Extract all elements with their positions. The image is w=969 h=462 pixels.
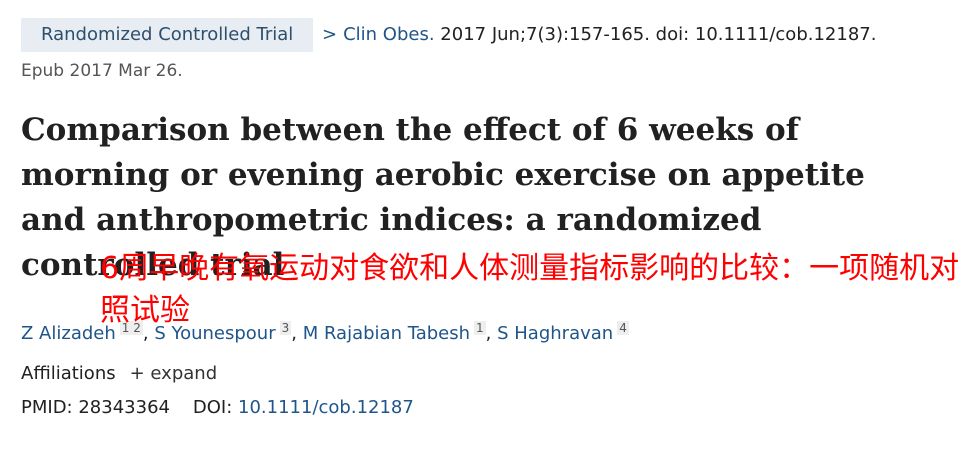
separator: , (485, 323, 498, 344)
badge[interactable]: Randomized Controlled Trial (21, 18, 314, 52)
affiliations: Affiliations + expand (21, 360, 217, 388)
identifiers: PMID: 28343364 DOI: 10.1111/cob.12187 (21, 394, 414, 422)
author-affiliation[interactable]: 3 (279, 321, 292, 335)
pmid: 28343364 (78, 397, 170, 418)
author-link[interactable]: Z Alizadeh (21, 323, 116, 344)
separator: , (142, 323, 155, 344)
author-link[interactable]: M Rajabian Tabesh (302, 323, 471, 344)
pmid-label: PMID: (21, 397, 73, 418)
author-affiliation[interactable]: 1 (474, 321, 486, 335)
authors: Z Alizadeh 1 2, S Younespour 3, M Rajabian… (21, 314, 629, 348)
affiliations-label: Affiliations (21, 363, 116, 384)
chevron: > (322, 24, 338, 45)
expand-text[interactable]: expand (150, 363, 218, 384)
author-affiliation[interactable]: 4 (617, 321, 629, 335)
author-link[interactable]: S Younespour (154, 323, 276, 344)
citation: > Clin Obes. 2017 Jun;7(3):157-165. doi: … (322, 18, 876, 52)
translation: 6周早晚有氧运动对食欲和人体测量指标影响的比较：一项随机对照试验 (100, 251, 960, 328)
expand-toggle[interactable]: + expand (129, 363, 218, 384)
separator: , (291, 323, 303, 344)
epub-date: Epub 2017 Mar 26. (21, 61, 183, 81)
article-title: Comparison between the effect of 6 weeks… (21, 112, 865, 283)
author-affiliation[interactable]: 1 2 (119, 321, 143, 335)
journal-link[interactable]: Clin Obes. (343, 24, 435, 45)
citation-details: 2017 Jun;7(3):157-165. doi: 10.1111/cob.… (440, 24, 877, 45)
doi-label: DOI: (192, 397, 233, 418)
doi-link[interactable]: 10.1111/cob.12187 (238, 397, 414, 418)
author-link[interactable]: S Haghravan (497, 323, 614, 344)
